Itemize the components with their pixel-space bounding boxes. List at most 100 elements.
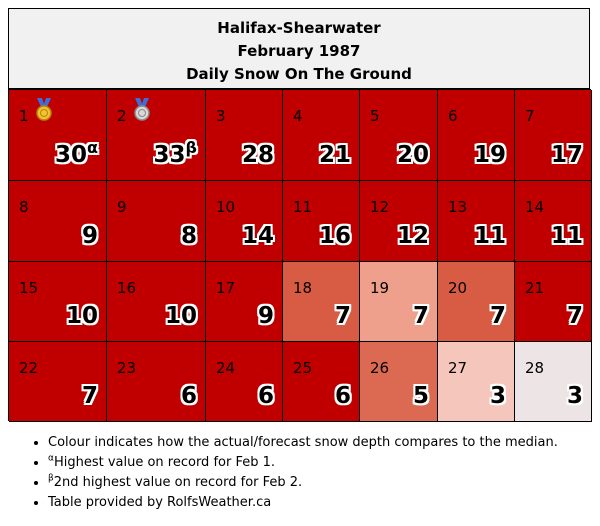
day-cell-24: 24 6: [206, 342, 283, 422]
snow-depth-number: 5: [412, 383, 429, 409]
snow-depth-value: 3: [490, 383, 506, 409]
day-number: 16: [117, 279, 137, 297]
snow-depth-number: 7: [81, 383, 98, 409]
snow-depth-value: 16: [319, 223, 351, 249]
day-cell-1: 1 30α: [9, 90, 107, 181]
day-number: 20: [448, 279, 468, 297]
snow-depth-number: 17: [550, 142, 583, 168]
snow-depth-number: 16: [318, 223, 351, 249]
snow-depth-number: 6: [334, 383, 351, 409]
snow-depth-value: 6: [181, 383, 197, 409]
snow-depth-number: 7: [334, 303, 351, 329]
day-cell-22: 22 7: [9, 342, 107, 422]
day-number: 26: [370, 359, 390, 377]
snow-depth-value: 14: [242, 223, 274, 249]
station-title: Halifax-Shearwater: [217, 19, 381, 37]
snow-depth-value: 9: [82, 223, 98, 249]
day-cell-11: 11 16: [283, 181, 360, 262]
snow-depth-value: 17: [551, 142, 583, 168]
day-cell-28: 28 3: [515, 342, 592, 422]
snow-depth-number: 10: [164, 303, 197, 329]
day-cell-7: 7 17: [515, 90, 592, 181]
day-cell-12: 12 12: [360, 181, 438, 262]
snow-depth-value: 10: [66, 303, 98, 329]
day-cell-13: 13 11: [438, 181, 515, 262]
snow-depth-value: 7: [567, 303, 583, 329]
silver-medal-icon: [134, 98, 150, 121]
snow-depth-number: 20: [396, 142, 429, 168]
day-cell-15: 15 10: [9, 262, 107, 342]
snow-depth-number: 11: [473, 223, 506, 249]
snow-depth-number: 3: [566, 383, 583, 409]
snow-depth-value: 19: [474, 142, 506, 168]
beta-marker: β: [48, 473, 54, 484]
day-cell-19: 19 7: [360, 262, 438, 342]
snow-depth-number: 9: [257, 303, 274, 329]
day-cell-17: 17 9: [206, 262, 283, 342]
day-cell-21: 21 7: [515, 262, 592, 342]
day-number: 23: [117, 359, 137, 377]
snow-depth-value: 7: [335, 303, 351, 329]
snow-depth-value: 5: [413, 383, 429, 409]
snow-depth-value: 20: [397, 142, 429, 168]
chart-header: Halifax-Shearwater February 1987 Daily S…: [8, 8, 590, 89]
day-number: 9: [117, 198, 127, 216]
snow-depth-number: 7: [412, 303, 429, 329]
day-number: 19: [370, 279, 390, 297]
day-cell-5: 5 20: [360, 90, 438, 181]
day-number: 7: [525, 107, 535, 125]
day-number: 10: [216, 198, 236, 216]
snow-depth-value: 21: [319, 142, 351, 168]
day-number: 21: [525, 279, 545, 297]
day-number: 22: [19, 359, 39, 377]
snow-depth-number: 6: [180, 383, 197, 409]
day-cell-25: 25 6: [283, 342, 360, 422]
record-marker: α: [87, 138, 98, 157]
calendar-grid: 1 30α 2 33β 3 28 4 21 5 20 6 19 7 17 8 9 9 8 10 14 11 16 12 12 1…: [8, 89, 592, 422]
day-number: 12: [370, 198, 390, 216]
snow-depth-value: 7: [413, 303, 429, 329]
alpha-marker: α: [48, 453, 54, 464]
note-colour: Colour indicates how the actual/forecast…: [48, 433, 558, 453]
record-marker: β: [185, 138, 197, 157]
day-number: 14: [525, 198, 545, 216]
snow-depth-number: 12: [396, 223, 429, 249]
snow-depth-value: 6: [258, 383, 274, 409]
metric-subtitle: Daily Snow On The Ground: [186, 65, 412, 83]
snow-depth-value: 11: [474, 223, 506, 249]
snow-depth-value: 3: [567, 383, 583, 409]
snow-depth-value: 9: [258, 303, 274, 329]
day-number: 25: [293, 359, 313, 377]
day-cell-26: 26 5: [360, 342, 438, 422]
day-number: 3: [216, 107, 226, 125]
note-alpha: αHighest value on record for Feb 1.: [48, 453, 558, 473]
day-cell-14: 14 11: [515, 181, 592, 262]
snow-depth-value: 30α: [54, 140, 98, 169]
day-cell-27: 27 3: [438, 342, 515, 422]
day-number: 27: [448, 359, 468, 377]
notes-list: Colour indicates how the actual/forecast…: [30, 433, 558, 513]
day-number: 18: [293, 279, 313, 297]
day-number: 1: [19, 107, 29, 125]
snow-depth-number: 3: [489, 383, 506, 409]
day-number: 24: [216, 359, 236, 377]
day-number: 15: [19, 279, 39, 297]
snow-depth-number: 7: [489, 303, 506, 329]
beta-note-text: 2nd highest value on record for Feb 2.: [53, 475, 303, 490]
note-credit: Table provided by RolfsWeather.ca: [48, 493, 558, 513]
day-number: 8: [19, 198, 29, 216]
day-number: 17: [216, 279, 236, 297]
snow-depth-value: 6: [335, 383, 351, 409]
snow-depth-number: 30: [54, 142, 87, 168]
day-number: 6: [448, 107, 458, 125]
note-beta: β2nd highest value on record for Feb 2.: [48, 473, 558, 493]
alpha-note-text: Highest value on record for Feb 1.: [53, 455, 276, 470]
snow-depth-number: 33: [153, 142, 186, 168]
day-number: 28: [525, 359, 545, 377]
day-number: 11: [293, 198, 313, 216]
day-cell-2: 2 33β: [107, 90, 206, 181]
snow-depth-value: 7: [82, 383, 98, 409]
snow-depth-value: 11: [551, 223, 583, 249]
